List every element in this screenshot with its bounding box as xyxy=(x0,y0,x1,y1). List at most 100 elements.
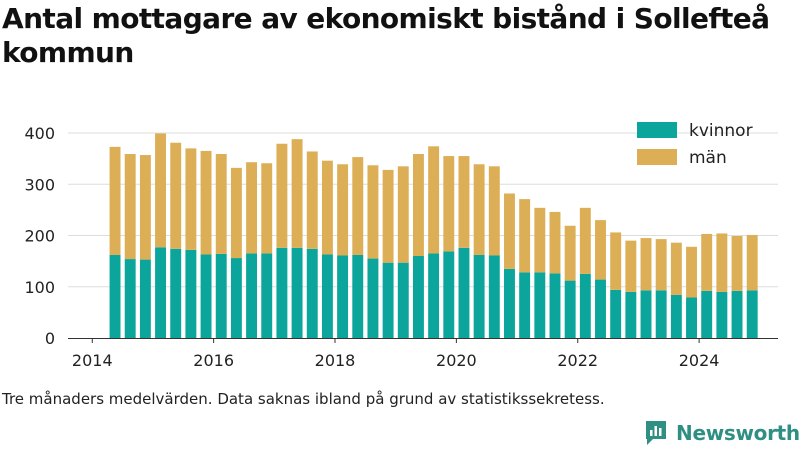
bar-kvinnor xyxy=(655,290,667,338)
bar-kvinnor xyxy=(716,291,728,338)
bar-kvinnor xyxy=(731,290,743,338)
bar-man xyxy=(564,225,576,281)
bar-man xyxy=(534,207,546,273)
x-tick-label: 2024 xyxy=(679,351,720,370)
bar-man xyxy=(579,207,591,274)
bar-man xyxy=(139,155,151,260)
bar-kvinnor xyxy=(412,256,424,338)
bar-kvinnor xyxy=(185,249,197,338)
bar-kvinnor xyxy=(670,294,682,338)
bar-kvinnor xyxy=(625,291,637,338)
y-axis: 0 100 200 300 400 xyxy=(24,124,55,348)
bar-kvinnor xyxy=(139,259,151,338)
bar-man xyxy=(155,133,167,248)
bar-man xyxy=(731,236,743,291)
x-axis: 2014 2016 2018 2020 2022 2024 xyxy=(68,338,778,370)
bar-kvinnor xyxy=(276,247,288,338)
footnote: Tre månaders medelvärden. Data saknas ib… xyxy=(2,390,605,408)
bar-kvinnor xyxy=(746,290,758,338)
bar-man xyxy=(306,151,318,249)
bar-man xyxy=(428,146,440,254)
x-tick-label: 2022 xyxy=(557,351,598,370)
legend-label: kvinnor xyxy=(689,121,753,141)
legend-label: män xyxy=(689,148,727,168)
bar-man xyxy=(716,233,728,292)
bar-man xyxy=(246,162,258,254)
bar-man xyxy=(640,238,652,291)
bar-kvinnor xyxy=(579,273,591,338)
bar-kvinnor xyxy=(155,247,167,338)
x-tick-label: 2018 xyxy=(315,351,356,370)
bar-kvinnor xyxy=(519,272,531,338)
bar-kvinnor xyxy=(549,273,561,338)
brand-logo: Newsworthy xyxy=(644,418,800,448)
bar-man xyxy=(185,148,197,250)
bar-kvinnor xyxy=(473,254,485,338)
bar-man xyxy=(367,165,379,259)
bar-man xyxy=(321,160,333,255)
brand-name: Newsworthy xyxy=(676,421,800,445)
bar-man xyxy=(458,156,470,248)
bar-man xyxy=(337,164,349,256)
y-tick-label: 0 xyxy=(45,329,55,348)
y-tick-label: 200 xyxy=(24,227,55,246)
bar-kvinnor xyxy=(504,268,515,338)
bar-kvinnor xyxy=(215,253,227,338)
bar-man xyxy=(200,150,212,255)
bar-man xyxy=(261,163,273,254)
bar-kvinnor xyxy=(397,262,409,338)
bar-kvinnor xyxy=(443,251,455,338)
x-tick-label: 2020 xyxy=(436,351,477,370)
bar-man xyxy=(382,169,394,263)
legend: kvinnor män xyxy=(637,121,753,168)
bar-man xyxy=(610,232,622,290)
bar-man xyxy=(519,199,531,273)
bar-man xyxy=(473,164,485,255)
bar-kvinnor xyxy=(640,290,652,338)
y-tick-label: 100 xyxy=(24,278,55,297)
bar-man xyxy=(215,154,227,254)
bar-kvinnor xyxy=(610,289,622,338)
chart-title: Antal mottagare av ekonomiskt bistånd i … xyxy=(2,2,770,69)
bar-man xyxy=(124,154,136,260)
bar-man xyxy=(443,156,455,252)
x-tick-label: 2016 xyxy=(193,351,234,370)
bar-kvinnor xyxy=(428,253,440,338)
bar-man xyxy=(230,167,242,259)
bar-man xyxy=(655,239,667,291)
bar-man xyxy=(670,242,682,295)
bar-kvinnor xyxy=(595,279,606,338)
bar-kvinnor xyxy=(170,248,182,338)
bar-man xyxy=(170,142,182,249)
x-tick-label: 2014 xyxy=(72,351,113,370)
legend-swatch xyxy=(637,122,677,138)
bar-kvinnor xyxy=(261,253,273,338)
bar-kvinnor xyxy=(367,258,379,338)
bar-kvinnor xyxy=(337,255,349,338)
bar-man xyxy=(701,233,713,291)
bar-kvinnor xyxy=(564,280,576,338)
newsworthy-icon xyxy=(646,421,666,445)
bar-man xyxy=(549,211,561,274)
bar-kvinnor xyxy=(701,290,713,338)
bar-man xyxy=(109,146,121,255)
bar-man xyxy=(488,166,500,256)
bar-man xyxy=(686,246,697,298)
bar-man xyxy=(412,154,424,256)
bar-kvinnor xyxy=(306,248,318,338)
bar-kvinnor xyxy=(534,272,546,338)
bar-kvinnor xyxy=(200,254,212,338)
bar-man xyxy=(291,139,303,248)
bar-kvinnor xyxy=(291,247,303,338)
bar-man xyxy=(397,166,409,263)
bar-kvinnor xyxy=(109,254,121,338)
bar-man xyxy=(504,193,515,269)
bar-kvinnor xyxy=(246,253,258,338)
bar-kvinnor xyxy=(230,258,242,338)
legend-swatch xyxy=(637,149,677,165)
bar-kvinnor xyxy=(382,262,394,338)
y-tick-label: 400 xyxy=(24,124,55,143)
bar-kvinnor xyxy=(458,247,470,338)
bar-man xyxy=(746,234,758,291)
